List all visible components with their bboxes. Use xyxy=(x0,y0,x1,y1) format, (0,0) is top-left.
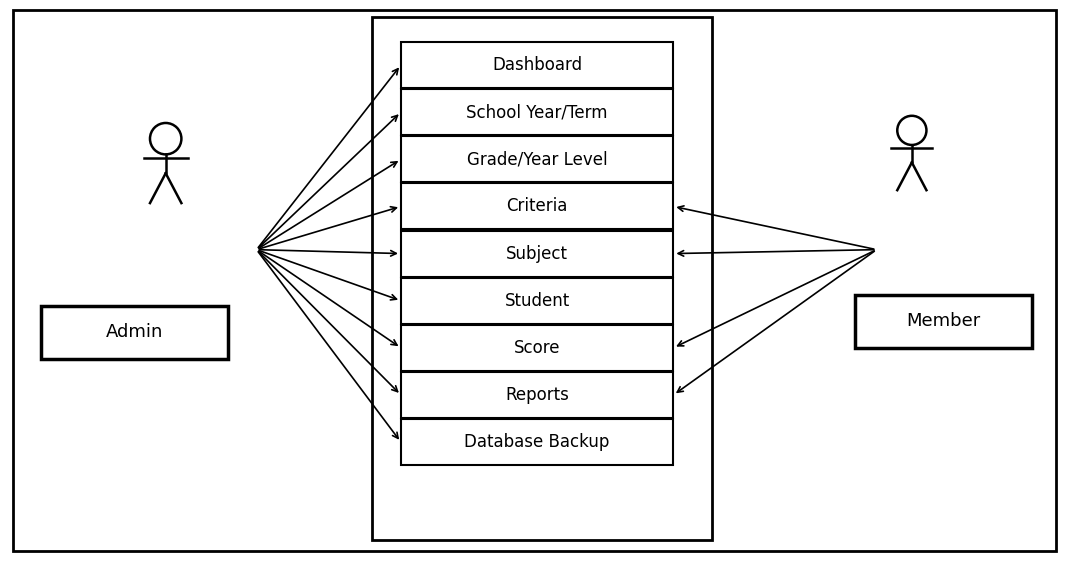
Bar xyxy=(401,231,673,277)
Text: Dashboard: Dashboard xyxy=(492,56,583,74)
Text: Criteria: Criteria xyxy=(507,197,568,215)
Text: Reports: Reports xyxy=(506,386,569,404)
Bar xyxy=(372,17,712,540)
Bar xyxy=(401,42,673,88)
Text: Admin: Admin xyxy=(106,323,162,342)
Bar xyxy=(401,183,673,229)
Text: School Year/Term: School Year/Term xyxy=(466,103,608,121)
Text: Member: Member xyxy=(907,312,980,330)
Text: Score: Score xyxy=(514,339,560,357)
Text: Grade/Year Level: Grade/Year Level xyxy=(467,150,607,168)
Bar xyxy=(401,278,673,324)
Bar xyxy=(41,306,228,359)
Text: Subject: Subject xyxy=(507,245,568,263)
Bar xyxy=(401,136,673,182)
Bar xyxy=(401,372,673,418)
Bar xyxy=(855,295,1032,348)
Bar xyxy=(401,89,673,135)
Text: Student: Student xyxy=(505,292,570,310)
Text: Database Backup: Database Backup xyxy=(465,433,609,451)
Bar xyxy=(401,419,673,465)
Bar xyxy=(401,325,673,371)
